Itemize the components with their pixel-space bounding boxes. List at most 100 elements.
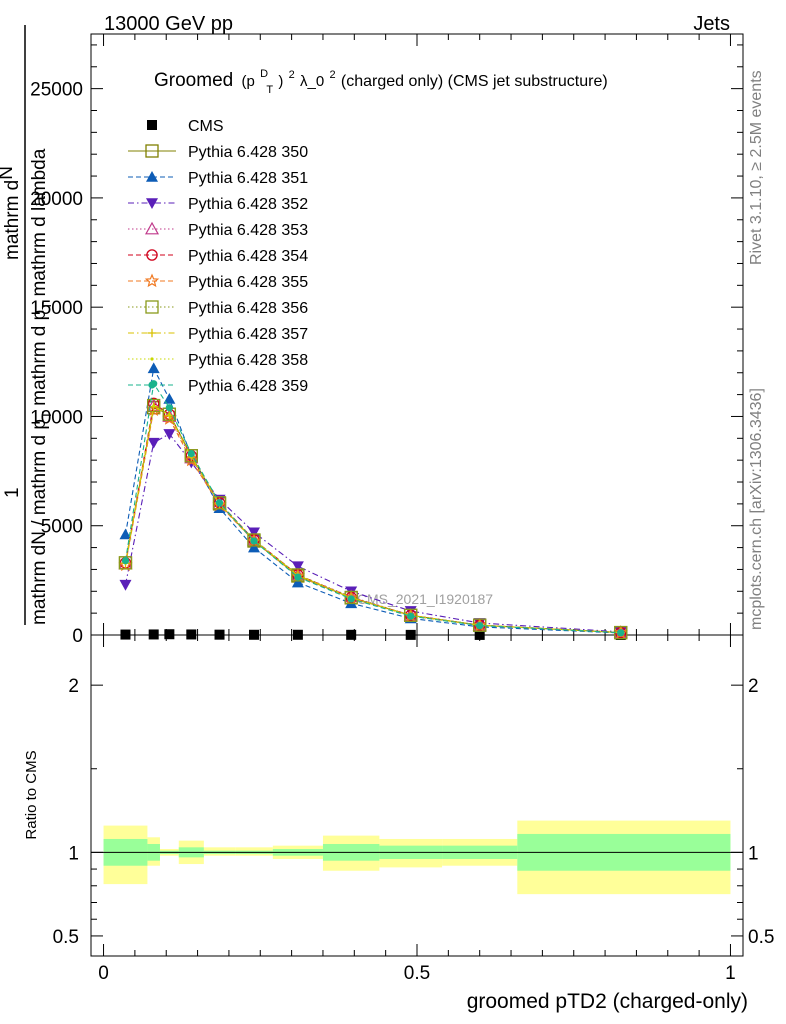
y-tick-label: 25000: [30, 80, 83, 101]
data-point: [291, 576, 304, 588]
legend-marker: [147, 328, 157, 338]
data-point: [249, 629, 259, 640]
y-tick-label: 20000: [30, 189, 83, 210]
ylabel-denom: mathrm dN / mathrm d pT mathrm d pT math…: [29, 148, 54, 625]
ratio-y-tick-label-right: 2: [748, 676, 759, 697]
series-pythia-6-428-356: [118, 398, 628, 640]
legend-label: Pythia 6.428 353: [188, 222, 308, 239]
data-point: [119, 528, 132, 540]
legend-entry: Pythia 6.428 354: [128, 248, 308, 265]
legend-label: CMS: [188, 118, 224, 135]
x-tick-label: 0: [98, 963, 109, 984]
x-tick-label: 0.5: [404, 963, 430, 984]
data-point: [147, 437, 160, 449]
legend-label: Pythia 6.428 354: [188, 248, 308, 265]
title-sub: T: [266, 84, 273, 96]
title-sq2: 2: [330, 69, 336, 81]
header-left: 13000 GeV pp: [104, 13, 233, 35]
legend: CMS Pythia 6.428 350 Pythia 6.428 351 Pythi…: [128, 118, 308, 395]
data-point: [347, 595, 355, 603]
legend-entry: Pythia 6.428 350: [128, 144, 308, 161]
ratio-y-tick-label: 0.5: [53, 927, 79, 948]
legend-label: Pythia 6.428 355: [188, 274, 308, 291]
x-axis-label: groomed pTD2 (charged-only): [467, 990, 748, 1013]
legend-entry: Pythia 6.428 351: [128, 170, 308, 187]
legend-entry: Pythia 6.428 358: [128, 352, 308, 369]
data-point: [118, 556, 133, 570]
legend-label: Pythia 6.428 350: [188, 144, 308, 161]
data-point: [118, 557, 133, 572]
data-point: [187, 450, 195, 458]
data-point: [163, 429, 176, 440]
legend-entry: Pythia 6.428 356: [128, 300, 308, 317]
data-point: [291, 561, 304, 573]
data-point: [212, 496, 227, 510]
data-point: [292, 629, 303, 640]
data-point: [405, 629, 416, 640]
legend-label: Pythia 6.428 357: [188, 326, 308, 343]
ratio-y-tick-label: 1: [68, 843, 79, 864]
x-tick-label: 1: [725, 963, 736, 984]
legend-label: Pythia 6.428 351: [188, 170, 308, 187]
ylabel-num: mathrm dN: [0, 166, 23, 260]
data-point: [147, 398, 161, 413]
y-tick-label: 5000: [41, 517, 83, 538]
ylabel-one: 1: [2, 487, 23, 498]
data-point: [404, 608, 418, 622]
title-p: (p: [241, 73, 254, 90]
data-point: [344, 590, 358, 605]
ratio-axis-ticks: 0.5 0.5 1 1 2 2 0 0.5 1: [53, 635, 774, 984]
data-point: [152, 404, 156, 408]
legend-label: Pythia 6.428 356: [188, 300, 308, 317]
legend-marker: [147, 120, 157, 130]
title-tail: (charged only) (CMS jet substructure): [341, 73, 608, 90]
watermark: CMS_2021_I1920187: [357, 591, 493, 607]
data-point: [163, 392, 176, 404]
data-point: [119, 579, 132, 591]
y-tick-label: 10000: [30, 407, 83, 428]
data-point: [474, 629, 485, 640]
ratio-y-tick-label-right: 1: [748, 843, 759, 864]
data-point: [346, 629, 357, 640]
legend-entry: Pythia 6.428 359: [128, 378, 308, 395]
data-point: [617, 629, 625, 637]
series-line: [124, 405, 621, 634]
legend-marker: [146, 198, 158, 209]
series-layer: [118, 362, 628, 640]
ratio-y-tick-label: 2: [68, 676, 79, 697]
main-title: Groomed (p D T ) 2 λ_0 2 (charged only) …: [154, 61, 608, 98]
legend-marker: [146, 171, 158, 182]
data-point: [214, 629, 225, 640]
legend-marker: [150, 357, 154, 361]
ratio-bands: [103, 820, 731, 895]
legend-entry: Pythia 6.428 353: [128, 221, 308, 239]
data-point: [250, 537, 258, 545]
legend-marker: [145, 144, 159, 158]
data-point: [291, 568, 305, 582]
ratio-panel-frame: [90, 634, 744, 957]
legend-entry: Pythia 6.428 352: [128, 196, 308, 213]
data-point: [248, 541, 260, 553]
y-tick-label: 0: [72, 626, 83, 647]
ratio-y-label: Ratio to CMS: [23, 750, 40, 839]
data-point: [215, 499, 224, 507]
header-right: Jets: [693, 13, 730, 35]
main-axis-ticks: 0 5000 10000 15000 20000 25000: [30, 34, 743, 647]
title-sup: D: [260, 68, 268, 80]
data-point: [476, 622, 484, 630]
legend-label: Pythia 6.428 358: [188, 352, 308, 369]
data-point: [294, 573, 302, 581]
data-point: [184, 449, 198, 463]
title-close: ): [278, 73, 283, 90]
legend-marker: [148, 381, 156, 389]
data-point: [167, 413, 171, 417]
main-y-label: mathrm dN / mathrm d pT mathrm d pT math…: [24, 25, 54, 625]
data-point: [407, 612, 415, 620]
data-point: [121, 557, 130, 565]
title-sq: 2: [289, 69, 295, 81]
legend-marker: [144, 273, 160, 288]
legend-marker: [145, 300, 159, 314]
legend-marker: [144, 221, 160, 235]
data-point: [148, 629, 159, 640]
data-point: [164, 629, 175, 640]
